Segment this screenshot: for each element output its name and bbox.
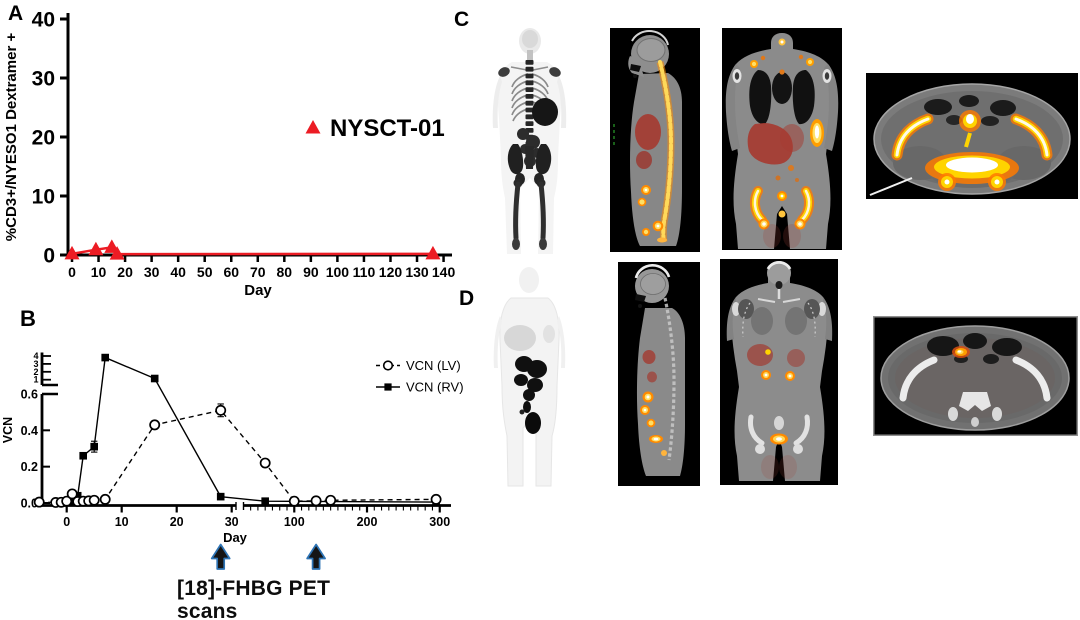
spine-ct	[663, 297, 676, 461]
pelvic-uptake	[749, 186, 815, 225]
bowel-gas	[924, 95, 1016, 126]
svg-text:10: 10	[32, 186, 55, 209]
up-arrow-icon	[210, 543, 231, 570]
svg-text:90: 90	[303, 264, 319, 280]
svg-text:300: 300	[429, 515, 450, 529]
panel-c-coronal-fused-pet-ct-image	[722, 28, 842, 250]
liver-faint	[504, 325, 536, 351]
svg-text:0.0: 0.0	[21, 497, 38, 511]
nysct-01-series	[64, 239, 441, 260]
svg-text:0.4: 0.4	[21, 424, 38, 438]
svg-text:0.2: 0.2	[21, 460, 38, 474]
svg-text:100: 100	[284, 515, 305, 529]
panel-c-label: C	[454, 8, 470, 31]
svg-text:0: 0	[43, 245, 55, 268]
bowel-uptake	[514, 356, 547, 413]
svg-text:20: 20	[32, 127, 55, 150]
panel-d-axial-pelvis-fused-pet-ct-image	[873, 316, 1078, 436]
svg-text:20: 20	[117, 264, 133, 280]
up-arrow-icon	[306, 543, 326, 570]
iliac-marrow-uptake	[891, 113, 1053, 161]
spine-uptake	[658, 60, 674, 244]
svg-text:Day: Day	[244, 282, 272, 299]
svg-text:80: 80	[277, 264, 293, 280]
bowel-uptake-spots	[640, 391, 667, 456]
svg-text:4: 4	[33, 351, 38, 361]
skull-ct	[634, 264, 671, 279]
svg-text:130: 130	[405, 264, 429, 280]
svg-text:%CD3+/NYESO1 Dextramer +: %CD3+/NYESO1 Dextramer +	[3, 33, 20, 242]
svg-text:110: 110	[353, 264, 376, 280]
panel-a-chart: 0 10 20 30 40 0 10 20 30 40 50 60 70 80 90 100 110 120 130…	[3, 9, 455, 300]
vcn-lv-series	[33, 403, 442, 508]
panel-a-legend: NYSCT-01	[305, 115, 445, 142]
svg-text:40: 40	[32, 9, 55, 32]
svg-text:0: 0	[63, 515, 70, 529]
panel-b-label: B	[20, 306, 36, 331]
svg-text:70: 70	[250, 264, 266, 280]
panel-a-label: A	[8, 2, 24, 25]
iliac-bone-ct	[899, 356, 938, 402]
panel-c-axial-pelvis-fused-pet-ct-image	[866, 73, 1078, 199]
bladder-uptake	[525, 412, 541, 434]
svg-text:30: 30	[144, 264, 160, 280]
skull-ct	[766, 261, 792, 270]
sacral-marrow-uptake	[925, 152, 1019, 191]
panel-c-sagittal-fused-pet-ct-image	[610, 28, 700, 252]
svg-text:VCN (LV): VCN (LV)	[406, 358, 461, 373]
panel-a-axes: 0 10 20 30 40 0 10 20 30 40 50 60 70 80 90 100 110 120 130…	[3, 9, 455, 300]
panel-d-coronal-fused-pet-ct-image	[720, 259, 838, 485]
panel-d-sagittal-fused-pet-ct-image	[618, 262, 700, 486]
pet-scans-annotation: [18]-FHBG PET scans	[177, 577, 330, 620]
svg-text:3: 3	[33, 359, 38, 369]
svg-text:30: 30	[32, 68, 55, 91]
kidney-uptake-spots	[761, 370, 795, 381]
svg-text:Day: Day	[223, 530, 248, 545]
focal-uptake	[952, 346, 970, 358]
liver-uptake	[635, 114, 661, 150]
shoulder-uptake-spots	[750, 54, 814, 68]
pet-scans-annotation-line2: scans	[177, 600, 238, 620]
pelvis-ct	[748, 414, 765, 446]
pet-scan-arrows	[210, 543, 326, 570]
vcn-rv-series	[57, 353, 440, 507]
svg-text:10: 10	[91, 264, 107, 280]
svg-text:1: 1	[33, 375, 38, 385]
svg-text:VCN (RV): VCN (RV)	[406, 380, 464, 395]
liver-uptake	[747, 344, 773, 366]
svg-text:200: 200	[357, 515, 378, 529]
svg-text:VCN: VCN	[1, 417, 15, 443]
svg-text:0: 0	[68, 264, 76, 280]
svg-text:120: 120	[379, 264, 403, 280]
svg-text:50: 50	[197, 264, 213, 280]
svg-text:40: 40	[170, 264, 186, 280]
svg-text:NYSCT-01: NYSCT-01	[330, 115, 445, 142]
pet-scans-annotation-line1: [18]-FHBG PET	[177, 577, 331, 600]
svg-text:30: 30	[225, 515, 239, 529]
panel-d-label: D	[459, 287, 475, 310]
pelvic-uptake-spots	[637, 185, 667, 243]
svg-text:2: 2	[33, 367, 38, 377]
table-artifact-line	[869, 177, 913, 196]
panel-c-mip-pet-image	[486, 26, 574, 260]
svg-text:140: 140	[432, 264, 456, 280]
panel-d-mip-pet-image	[482, 260, 578, 488]
sacrum-ct	[959, 392, 991, 411]
svg-text:0.6: 0.6	[21, 387, 38, 401]
svg-text:20: 20	[170, 515, 184, 529]
svg-text:60: 60	[223, 264, 239, 280]
svg-text:10: 10	[115, 515, 129, 529]
panel-b-legend: VCN (LV) VCN (RV)	[376, 358, 464, 395]
svg-text:100: 100	[326, 264, 350, 280]
